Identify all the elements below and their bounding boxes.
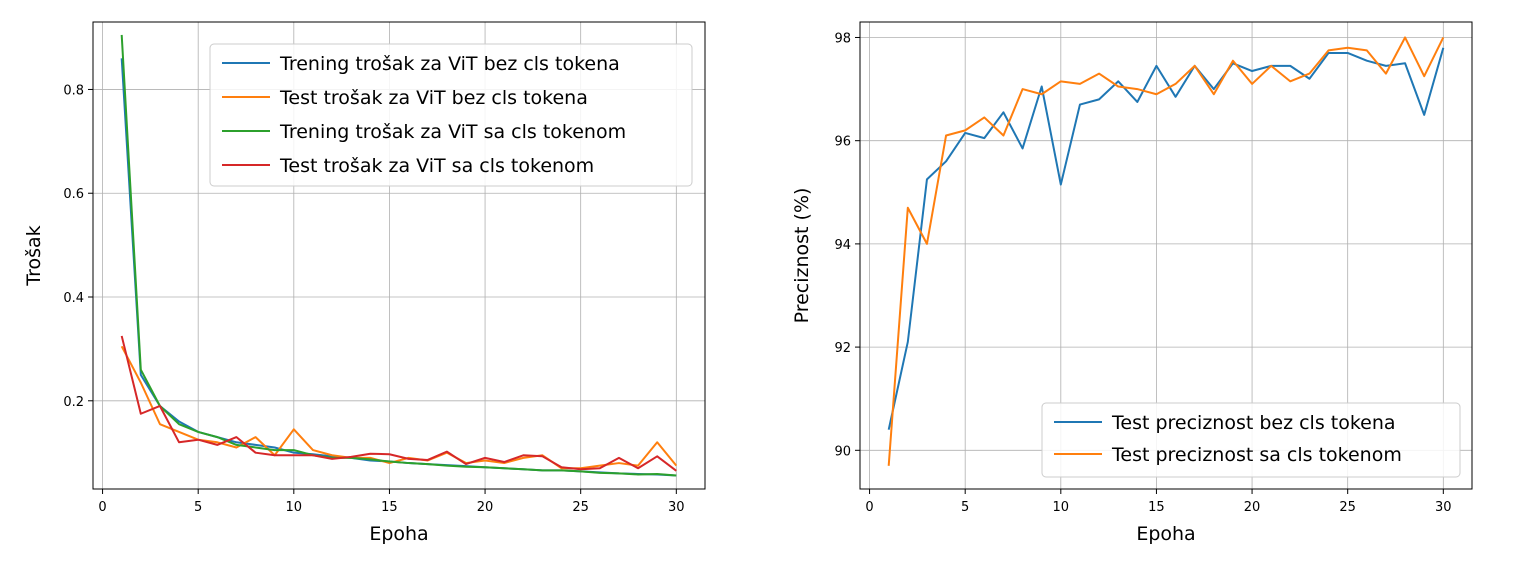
- x-tick-label: 5: [961, 500, 969, 515]
- x-tick-label: 10: [286, 500, 303, 515]
- x-axis-label: Epoha: [369, 523, 428, 545]
- x-tick-label: 30: [1435, 500, 1452, 515]
- y-tick-label: 0.6: [63, 187, 84, 202]
- legend-box: [1041, 402, 1461, 478]
- x-tick-label: 30: [668, 500, 685, 515]
- x-tick-label: 15: [1148, 500, 1165, 515]
- series-line-2: [887, 36, 1445, 466]
- x-tick-label: 15: [381, 500, 398, 515]
- y-tick-label: 0.2: [63, 395, 84, 410]
- chart-2: 0 5 10 15 20 25 30 90 92 94 96 98 Epoha Preciznost (%…: [791, 21, 1473, 545]
- x-tick-label: 25: [1339, 500, 1356, 515]
- legend-entry: Test trošak za ViT bez cls tokena: [279, 87, 588, 109]
- series-line-3: [120, 34, 677, 477]
- x-axis-label: Epoha: [1136, 523, 1195, 545]
- y-tick-label: 90: [834, 444, 851, 459]
- y-tick-label: 94: [834, 238, 851, 253]
- x-tick-label: 20: [477, 500, 494, 515]
- plot-frame: [859, 21, 1473, 490]
- x-tick-label: 5: [194, 500, 202, 515]
- x-tick-label: 0: [865, 500, 873, 515]
- legend-entry: Test preciznost bez cls tokena: [1111, 412, 1396, 434]
- series-line-1: [887, 47, 1445, 430]
- legend: Test preciznost bez cls tokena Test preci…: [1041, 402, 1461, 478]
- legend-entry: Trening trošak za ViT bez cls tokena: [279, 53, 620, 75]
- y-tick-label: 0.8: [63, 83, 84, 98]
- legend-box: [209, 43, 693, 187]
- series-line-4: [120, 335, 677, 472]
- y-axis-label: Trošak: [23, 225, 45, 286]
- chart-1: 0 5 10 15 20 25 30 0.2 0.4 0.6 0.8 Epoha Trošak Treni…: [23, 21, 706, 545]
- x-tick-label: 10: [1053, 500, 1070, 515]
- y-tick-label: 98: [834, 31, 851, 46]
- x-tick-label: 0: [98, 500, 106, 515]
- y-tick-label: 96: [834, 135, 851, 150]
- legend-entry: Trening trošak za ViT sa cls tokenom: [279, 121, 626, 143]
- legend: Trening trošak za ViT bez cls tokena Test…: [209, 43, 693, 187]
- x-tick-label: 25: [572, 500, 589, 515]
- y-axis-label: Preciznost (%): [791, 188, 813, 324]
- x-tick-label: 20: [1244, 500, 1261, 515]
- y-tick-label: 0.4: [63, 291, 84, 306]
- series-line-2: [120, 345, 678, 470]
- legend-entry: Test trošak za ViT sa cls tokenom: [279, 155, 594, 177]
- y-tick-label: 92: [834, 341, 851, 356]
- legend-entry: Test preciznost sa cls tokenom: [1111, 444, 1402, 466]
- plot-frame: [92, 21, 706, 490]
